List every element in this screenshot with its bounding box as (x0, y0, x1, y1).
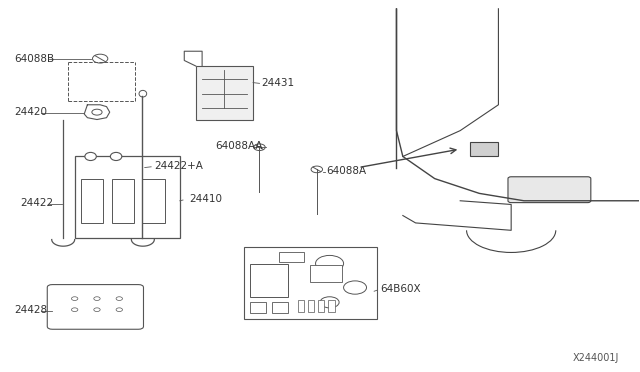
Circle shape (72, 297, 78, 301)
Circle shape (311, 166, 323, 173)
FancyBboxPatch shape (308, 301, 314, 311)
FancyBboxPatch shape (250, 263, 288, 297)
FancyBboxPatch shape (328, 301, 335, 311)
Circle shape (116, 297, 122, 301)
FancyBboxPatch shape (508, 177, 591, 203)
Circle shape (94, 308, 100, 311)
Text: 24431: 24431 (261, 78, 294, 88)
FancyBboxPatch shape (75, 157, 180, 238)
FancyBboxPatch shape (111, 179, 134, 223)
Text: 24422: 24422 (20, 198, 54, 208)
Text: 24420: 24420 (14, 107, 47, 117)
Text: 64B60X: 64B60X (381, 284, 421, 294)
Circle shape (93, 54, 108, 63)
Circle shape (72, 308, 78, 311)
FancyBboxPatch shape (142, 179, 164, 223)
Circle shape (92, 109, 102, 115)
FancyBboxPatch shape (318, 301, 324, 311)
Text: X244001J: X244001J (573, 353, 620, 363)
Circle shape (320, 297, 339, 308)
Text: 24410: 24410 (189, 194, 222, 204)
FancyBboxPatch shape (278, 253, 304, 262)
Text: 64088AA: 64088AA (215, 141, 262, 151)
FancyBboxPatch shape (250, 302, 266, 313)
FancyBboxPatch shape (196, 66, 253, 119)
Circle shape (316, 256, 344, 272)
Ellipse shape (139, 90, 147, 97)
FancyBboxPatch shape (47, 285, 143, 329)
FancyBboxPatch shape (470, 142, 499, 157)
FancyBboxPatch shape (298, 301, 304, 311)
FancyBboxPatch shape (310, 265, 342, 282)
Ellipse shape (85, 153, 97, 161)
Circle shape (116, 308, 122, 311)
Text: 64088B: 64088B (14, 54, 54, 64)
Text: 64088A: 64088A (326, 166, 367, 176)
Circle shape (253, 144, 265, 151)
Text: 24428: 24428 (14, 305, 47, 315)
FancyBboxPatch shape (81, 179, 103, 223)
Ellipse shape (110, 153, 122, 161)
FancyBboxPatch shape (244, 247, 378, 319)
Text: 24422+A: 24422+A (154, 161, 203, 171)
FancyBboxPatch shape (272, 302, 288, 313)
Circle shape (94, 297, 100, 301)
Circle shape (344, 281, 367, 294)
